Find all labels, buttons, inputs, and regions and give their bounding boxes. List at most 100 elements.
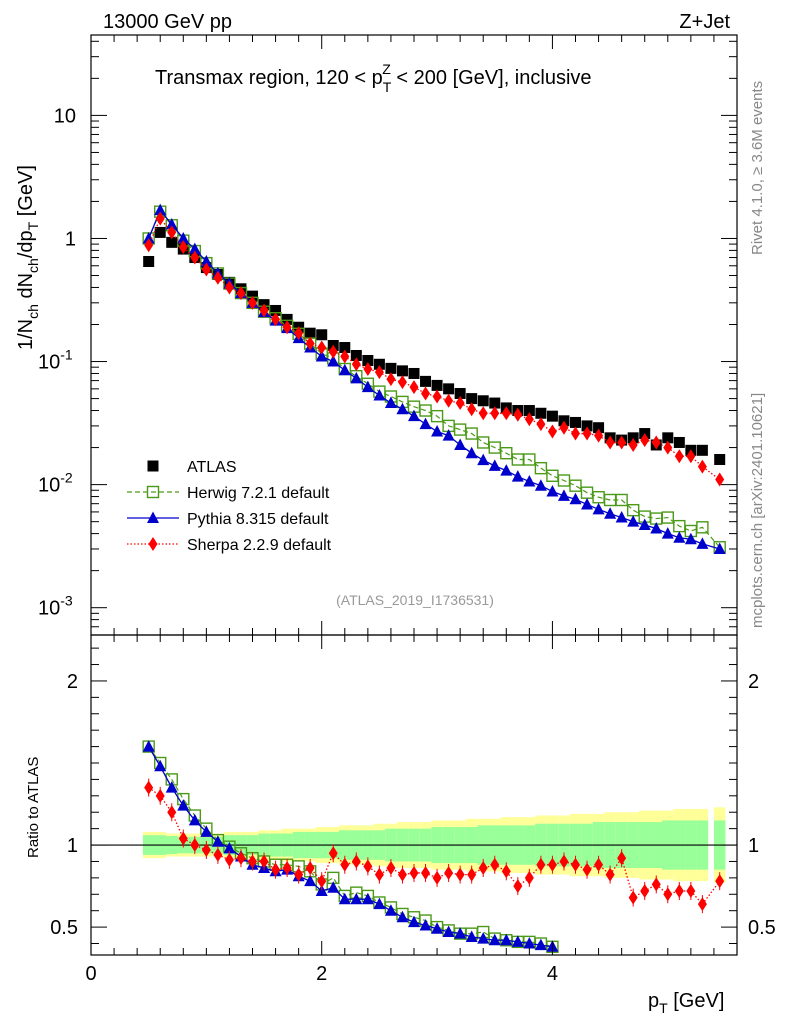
ratio-point-sherpa-42: [628, 890, 638, 905]
ratio-point-sherpa-31: [501, 864, 511, 879]
ratio-point-sherpa-25: [432, 870, 442, 885]
ratio-point-sherpa-5: [201, 842, 211, 857]
ratio-tick-label-l-0: 0.5: [50, 917, 78, 939]
point-sherpa-45: [663, 440, 673, 455]
point-pythia-16: [327, 355, 340, 367]
ratio-point-sherpa-49: [715, 874, 725, 889]
ratio-point-sherpa-2: [167, 805, 177, 820]
ratio-point-sherpa-39: [594, 857, 604, 872]
point-pythia-41: [615, 511, 628, 523]
ratio-point-sherpa-22: [397, 867, 407, 882]
point-herwig-37: [569, 479, 582, 492]
point-atlas-46: [673, 436, 685, 448]
ratio-point-pythia-29: [477, 932, 490, 944]
ratio-point-pythia-30: [488, 933, 501, 946]
ratio-point-pythia-5: [200, 825, 213, 837]
point-sherpa-37: [571, 426, 580, 441]
point-pythia-31: [500, 464, 513, 476]
point-herwig-28: [465, 427, 478, 440]
point-pythia-28: [465, 446, 478, 459]
ratio-point-sherpa-44: [651, 877, 661, 892]
point-sherpa-30: [490, 406, 500, 421]
point-sherpa-3: [178, 240, 188, 255]
point-sherpa-9: [248, 295, 257, 310]
point-sherpa-1: [155, 211, 165, 226]
ratio-point-sherpa-38: [582, 862, 592, 877]
point-pythia-5: [200, 254, 213, 267]
ratio-point-sherpa-3: [178, 831, 188, 846]
y-tick-exp-1: -2: [60, 470, 73, 486]
point-pythia-23: [408, 409, 420, 422]
point-sherpa-0: [144, 238, 154, 253]
ratio-point-sherpa-34: [536, 857, 546, 872]
ratio-tick-label-r-0: 0.5: [748, 917, 776, 939]
ylabel-sub-t: T: [25, 221, 41, 230]
point-pythia-25: [431, 425, 444, 437]
ratio-point-sherpa-37: [571, 857, 580, 872]
legend-label-herwig: Herwig 7.2.1 default: [187, 485, 330, 502]
point-pythia-15: [315, 349, 328, 362]
point-atlas-19: [362, 354, 374, 366]
point-pythia-40: [604, 507, 617, 519]
side-text-bottom: mcplots.cern.ch [arXiv:2401.10621]: [749, 393, 766, 628]
point-atlas-39: [593, 422, 605, 434]
point-sherpa-27: [455, 396, 465, 411]
point-pythia-43: [638, 518, 651, 530]
point-atlas-38: [581, 420, 593, 432]
ratio-point-sherpa-9: [248, 854, 257, 869]
ratio-point-pythia-22: [396, 910, 409, 923]
legend-entry-pythia: Pythia 8.315 default: [127, 511, 329, 528]
ratio-point-pythia-7: [223, 841, 236, 854]
y-tick-base-1: 10: [38, 475, 60, 497]
point-sherpa-49: [715, 472, 725, 487]
ratio-series-sherpa: [144, 778, 725, 914]
point-pythia-47: [684, 532, 697, 545]
point-sherpa-16: [328, 344, 338, 359]
ratio-tick-label-r-2: 2: [748, 671, 759, 693]
point-sherpa-29: [478, 406, 488, 421]
ratio-point-sherpa-40: [605, 867, 615, 882]
ratio-point-pythia-34: [534, 938, 547, 951]
point-sherpa-18: [351, 357, 361, 372]
point-sherpa-38: [582, 426, 592, 441]
ratio-point-sherpa-8: [236, 851, 246, 866]
point-pythia-22: [396, 402, 409, 415]
ylabel-sub-ch-1: ch: [25, 304, 41, 319]
ratio-point-sherpa-19: [363, 859, 373, 874]
ylabel-part-3: /dp: [15, 230, 37, 258]
ratio-point-sherpa-7: [224, 852, 234, 867]
point-sherpa-14: [305, 336, 315, 351]
point-sherpa-32: [513, 407, 523, 422]
title-text-a: Transmax region, 120 < p: [155, 67, 383, 89]
point-sherpa-6: [213, 270, 223, 285]
point-atlas-15: [316, 329, 328, 341]
point-sherpa-39: [594, 428, 604, 443]
point-herwig-33: [523, 453, 536, 466]
ratio-point-pythia-33: [523, 937, 536, 949]
point-herwig-34: [534, 461, 548, 475]
title-sup-z: Z: [382, 61, 391, 77]
point-sherpa-48: [697, 459, 707, 474]
ratio-point-pythia-3: [177, 799, 190, 811]
point-pythia-48: [696, 537, 709, 549]
y-tick-label-0: 10-3: [38, 593, 73, 620]
ratio-point-pythia-21: [384, 904, 397, 916]
legend-entry-atlas: ATLAS: [147, 459, 237, 476]
point-sherpa-46: [674, 449, 684, 464]
point-sherpa-12: [282, 320, 292, 335]
point-sherpa-40: [605, 435, 615, 450]
ratio-point-sherpa-26: [444, 865, 454, 880]
ratio-point-pythia-4: [188, 813, 201, 826]
ratio-point-pythia-26: [442, 925, 455, 938]
point-pythia-4: [188, 242, 201, 255]
ratio-point-pythia-32: [511, 935, 524, 947]
point-sherpa-2: [167, 225, 177, 240]
point-pythia-2: [165, 217, 178, 230]
point-atlas-29: [477, 395, 489, 407]
ratio-point-sherpa-20: [374, 867, 384, 882]
ratio-point-sherpa-1: [155, 788, 165, 803]
legend-marker-pythia: [147, 511, 159, 523]
legend-label-atlas: ATLAS: [187, 459, 237, 476]
header-left: 13000 GeV pp: [103, 11, 232, 33]
